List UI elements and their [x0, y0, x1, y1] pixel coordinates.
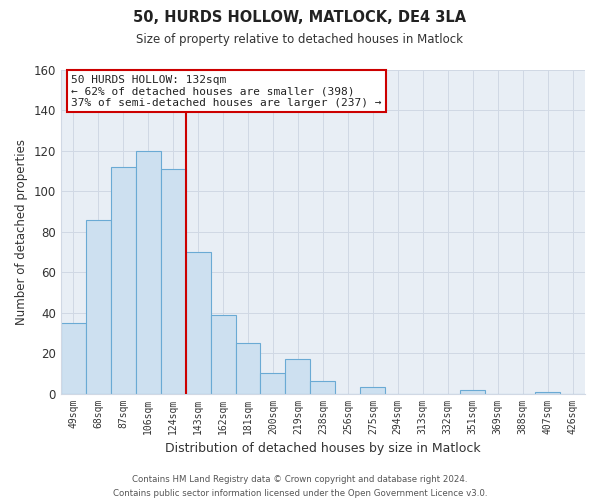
Bar — [136, 151, 161, 394]
X-axis label: Distribution of detached houses by size in Matlock: Distribution of detached houses by size … — [165, 442, 481, 455]
Bar — [286, 359, 310, 394]
Bar — [361, 388, 385, 394]
Bar — [260, 374, 286, 394]
Text: 50 HURDS HOLLOW: 132sqm
← 62% of detached houses are smaller (398)
37% of semi-d: 50 HURDS HOLLOW: 132sqm ← 62% of detache… — [71, 75, 382, 108]
Text: Contains HM Land Registry data © Crown copyright and database right 2024.
Contai: Contains HM Land Registry data © Crown c… — [113, 476, 487, 498]
Bar — [161, 169, 185, 394]
Bar — [236, 343, 260, 394]
Bar — [86, 220, 111, 394]
Y-axis label: Number of detached properties: Number of detached properties — [15, 139, 28, 325]
Bar — [460, 390, 485, 394]
Bar — [535, 392, 560, 394]
Bar — [310, 382, 335, 394]
Bar — [111, 167, 136, 394]
Bar — [185, 252, 211, 394]
Bar — [61, 323, 86, 394]
Text: 50, HURDS HOLLOW, MATLOCK, DE4 3LA: 50, HURDS HOLLOW, MATLOCK, DE4 3LA — [133, 10, 467, 25]
Text: Size of property relative to detached houses in Matlock: Size of property relative to detached ho… — [137, 32, 464, 46]
Bar — [211, 314, 236, 394]
